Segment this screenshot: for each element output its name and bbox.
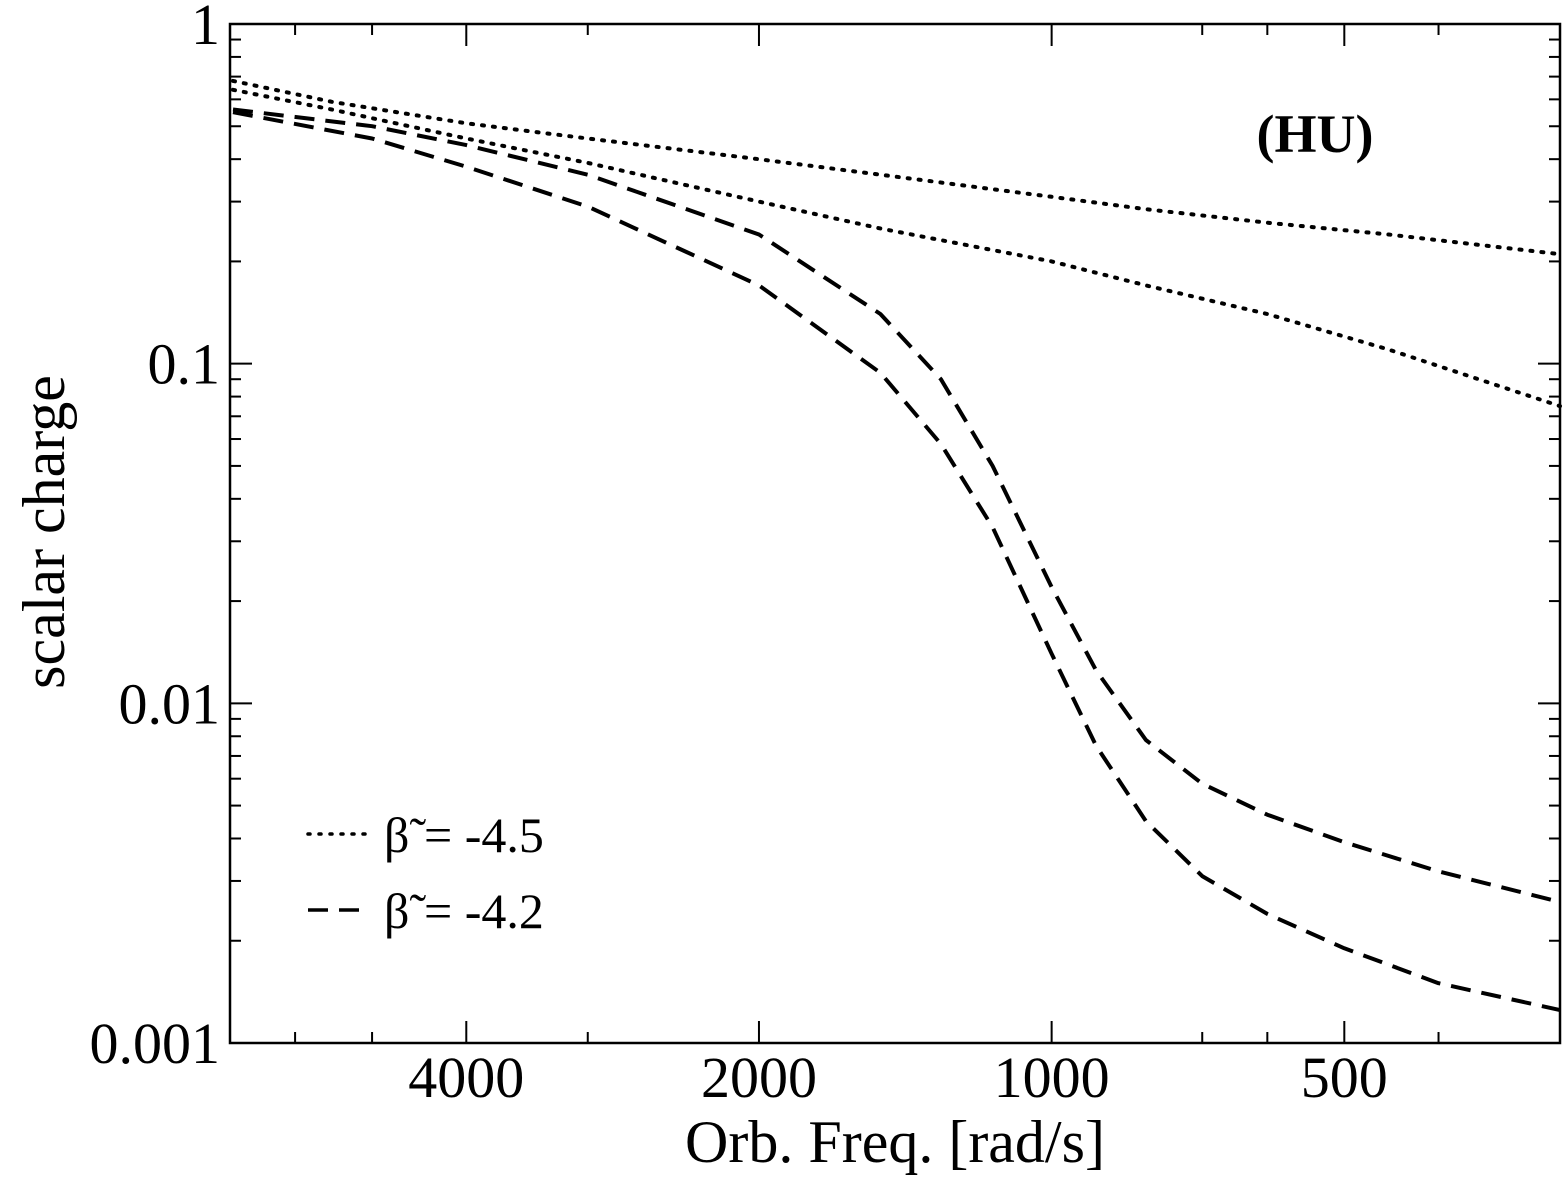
legend: β̃ = -4.5 β̃ = -4.2 [306,807,544,939]
y-tick-label: 1 [191,0,220,57]
y-tick-label: 0.001 [90,1011,221,1076]
y-axis-title: scalar charge [11,375,77,689]
curves [231,78,1562,1013]
ticks [230,23,1560,1044]
plot-area-border [228,22,1562,1045]
series-line-dashed-4 [232,110,1561,1013]
x-tick-label: 500 [1301,1045,1388,1110]
x-tick-label: 1000 [994,1045,1110,1110]
series-line-dotted-2 [231,87,1562,409]
annotation-label: (HU) [1257,104,1374,164]
series-line-dashed-3 [232,107,1561,904]
x-tick-label: 2000 [701,1045,817,1110]
legend-label-dashed: = -4.2 [424,883,544,939]
y-tick-label: 0.1 [148,332,221,397]
legend-symbol: β̃ [384,883,426,939]
legend-symbol: β̃ [384,807,426,863]
x-tick-label: 4000 [408,1045,524,1110]
plot-frame [228,22,1562,1045]
tick-labels: 1 0.1 0.01 0.001 4000 2000 1000 500 [90,0,1388,1110]
x-axis-title: Orb. Freq. [rad/s] [685,1109,1105,1175]
legend-label-dotted: = -4.5 [424,807,544,863]
y-tick-label: 0.01 [119,671,221,736]
